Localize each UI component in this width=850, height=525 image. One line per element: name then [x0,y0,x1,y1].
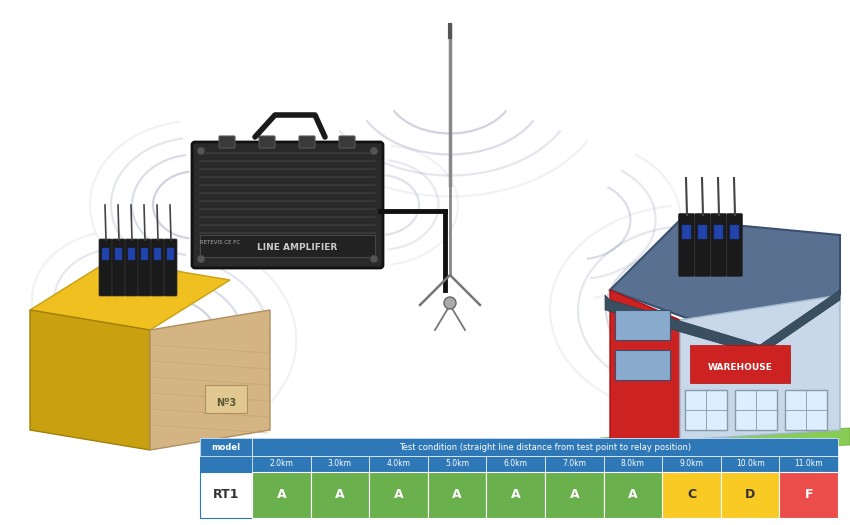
Text: A: A [276,488,286,501]
FancyBboxPatch shape [167,248,174,260]
FancyBboxPatch shape [662,472,721,518]
FancyBboxPatch shape [138,239,151,296]
FancyBboxPatch shape [200,438,252,456]
FancyBboxPatch shape [779,472,838,518]
FancyBboxPatch shape [164,239,177,296]
Polygon shape [600,428,850,455]
FancyBboxPatch shape [486,472,545,518]
Polygon shape [610,290,680,450]
FancyBboxPatch shape [545,456,604,472]
FancyBboxPatch shape [369,456,428,472]
FancyBboxPatch shape [730,225,739,239]
Text: C: C [687,488,696,501]
Text: A: A [335,488,345,501]
Text: 5.0km: 5.0km [445,459,469,468]
Text: 3.0km: 3.0km [328,459,352,468]
FancyBboxPatch shape [252,472,310,518]
FancyBboxPatch shape [785,390,827,430]
FancyBboxPatch shape [662,456,721,472]
FancyBboxPatch shape [604,472,662,518]
Text: model: model [212,443,241,452]
FancyBboxPatch shape [682,225,691,239]
Text: A: A [452,488,462,501]
Text: LINE AMPLIFIER: LINE AMPLIFIER [257,243,337,251]
FancyBboxPatch shape [690,345,790,383]
FancyBboxPatch shape [711,214,727,277]
Circle shape [370,255,378,263]
Text: 2.0km: 2.0km [269,459,293,468]
Text: 10.0km: 10.0km [736,459,764,468]
FancyBboxPatch shape [112,239,125,296]
FancyBboxPatch shape [141,248,148,260]
FancyBboxPatch shape [339,136,355,148]
Text: 4.0km: 4.0km [387,459,411,468]
Circle shape [197,255,205,263]
Circle shape [370,147,378,155]
FancyBboxPatch shape [735,390,777,430]
Text: Test condition (straight line distance from test point to relay position): Test condition (straight line distance f… [399,443,691,452]
FancyBboxPatch shape [200,235,375,257]
Text: A: A [628,488,638,501]
FancyBboxPatch shape [310,472,369,518]
Text: RETEVIS CE FC: RETEVIS CE FC [200,240,240,246]
FancyBboxPatch shape [694,214,711,277]
FancyBboxPatch shape [200,472,252,518]
Polygon shape [150,310,270,450]
Text: 6.0km: 6.0km [504,459,528,468]
FancyBboxPatch shape [714,225,723,239]
FancyBboxPatch shape [369,472,428,518]
Text: 9.0km: 9.0km [679,459,704,468]
FancyBboxPatch shape [486,456,545,472]
Circle shape [444,297,456,309]
FancyBboxPatch shape [310,456,369,472]
Text: A: A [511,488,520,501]
FancyBboxPatch shape [721,456,779,472]
FancyBboxPatch shape [154,248,161,260]
FancyBboxPatch shape [779,456,838,472]
FancyBboxPatch shape [200,438,838,518]
FancyBboxPatch shape [678,214,694,277]
FancyBboxPatch shape [615,350,670,380]
Text: RT1: RT1 [212,488,239,501]
Text: 7.0km: 7.0km [563,459,586,468]
FancyBboxPatch shape [252,456,310,472]
Text: A: A [570,488,579,501]
FancyBboxPatch shape [151,239,164,296]
Text: Nº3: Nº3 [216,398,236,408]
FancyBboxPatch shape [99,239,112,296]
FancyBboxPatch shape [115,248,122,260]
Text: 8.0km: 8.0km [621,459,645,468]
FancyBboxPatch shape [102,248,109,260]
Text: WAREHOUSE: WAREHOUSE [707,362,773,372]
Text: D: D [745,488,755,501]
FancyBboxPatch shape [545,472,604,518]
FancyBboxPatch shape [299,136,315,148]
FancyBboxPatch shape [698,225,707,239]
FancyBboxPatch shape [192,142,383,268]
FancyBboxPatch shape [428,472,486,518]
FancyBboxPatch shape [721,472,779,518]
FancyBboxPatch shape [125,239,138,296]
Polygon shape [610,220,840,345]
FancyBboxPatch shape [727,214,743,277]
FancyBboxPatch shape [219,136,235,148]
Text: 11.0km: 11.0km [795,459,823,468]
Text: A: A [394,488,403,501]
FancyBboxPatch shape [428,456,486,472]
FancyBboxPatch shape [128,248,135,260]
FancyBboxPatch shape [604,456,662,472]
Polygon shape [605,290,840,355]
Circle shape [197,147,205,155]
Polygon shape [30,260,230,330]
Polygon shape [680,295,840,440]
FancyBboxPatch shape [252,438,838,456]
FancyBboxPatch shape [259,136,275,148]
FancyBboxPatch shape [685,390,727,430]
Text: F: F [804,488,813,501]
Polygon shape [30,310,150,450]
FancyBboxPatch shape [205,385,247,413]
FancyBboxPatch shape [615,310,670,340]
